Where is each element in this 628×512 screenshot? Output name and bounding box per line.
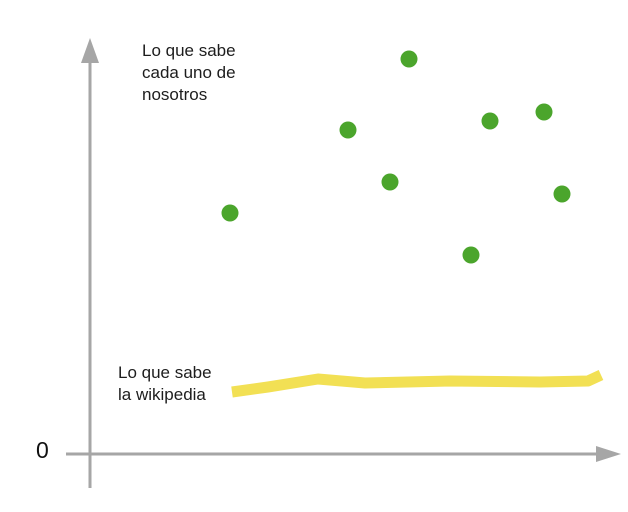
data-point <box>535 103 553 121</box>
wikipedia-knowledge-line <box>231 370 604 398</box>
data-point <box>553 185 571 203</box>
data-point <box>481 112 499 130</box>
data-point <box>400 50 418 68</box>
x-axis-arrowhead-icon <box>596 446 621 462</box>
data-point <box>339 121 357 139</box>
data-point <box>221 204 239 222</box>
y-axis-arrowhead-icon <box>81 38 99 63</box>
data-point <box>462 246 480 264</box>
label-individual-knowledge: Lo que sabe cada uno de nosotros <box>142 41 236 104</box>
origin-zero-label: 0 <box>36 437 49 463</box>
data-point <box>381 173 399 191</box>
label-wikipedia-knowledge: Lo que sabe la wikipedia <box>118 363 212 404</box>
